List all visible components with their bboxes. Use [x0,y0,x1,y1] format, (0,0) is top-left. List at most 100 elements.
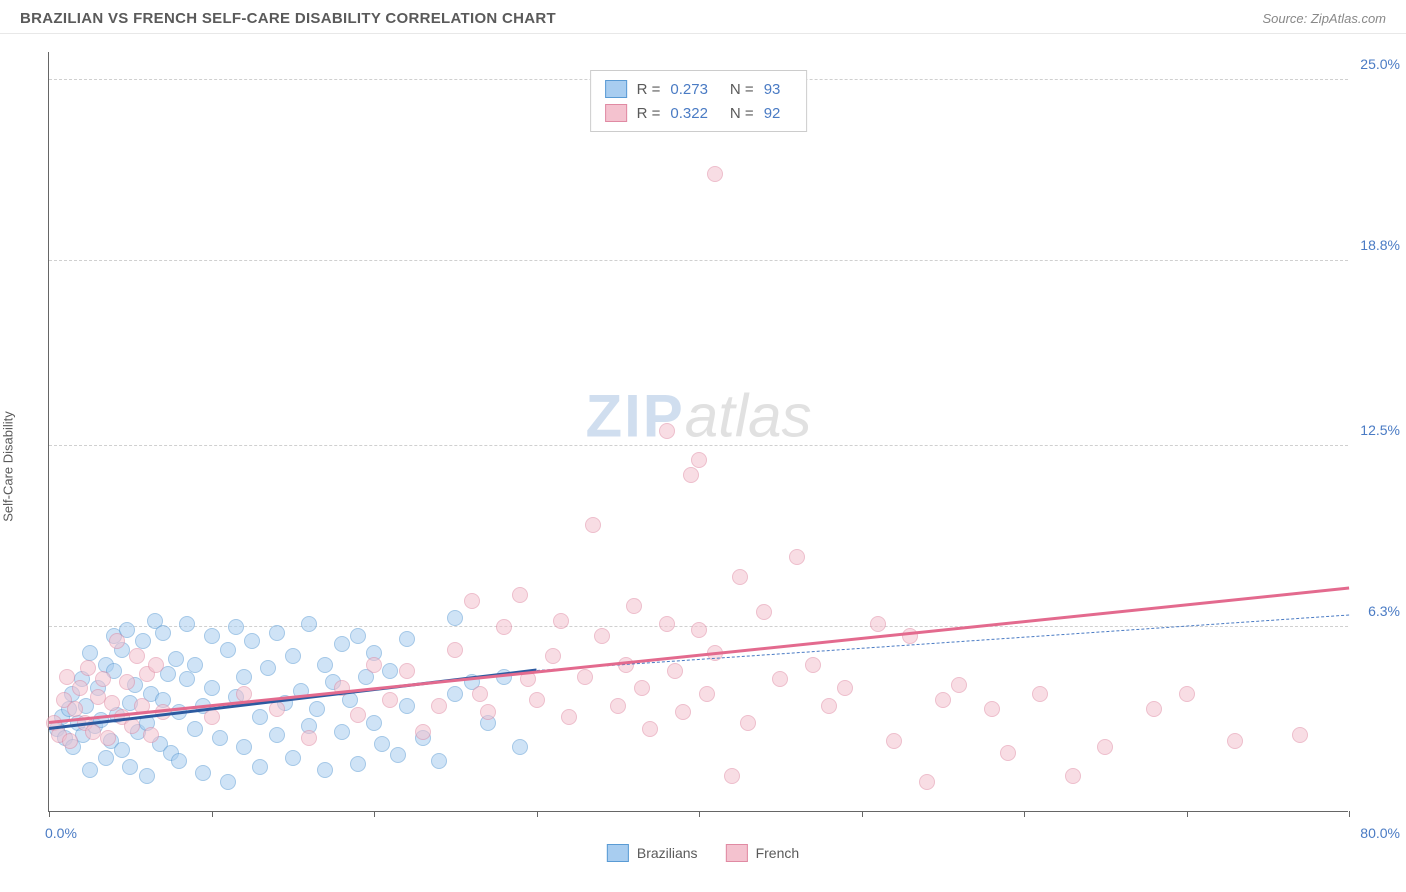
scatter-point-french [269,701,285,717]
scatter-point-brazilians [399,631,415,647]
scatter-point-french [724,768,740,784]
plot-area: ZIPatlas R =0.273N =93R =0.322N =92 0.0%… [48,52,1348,812]
scatter-point-french [1146,701,1162,717]
legend-series-item: French [726,844,800,862]
scatter-point-french [886,733,902,749]
x-tick [49,811,50,817]
scatter-point-french [204,709,220,725]
scatter-point-brazilians [447,610,463,626]
scatter-point-french [399,663,415,679]
y-tick-label: 18.8% [1360,237,1400,253]
scatter-point-brazilians [390,747,406,763]
n-value: 92 [764,105,781,122]
scatter-point-french [59,669,75,685]
r-label: R = [637,81,661,98]
scatter-point-french [301,730,317,746]
scatter-point-brazilians [204,680,220,696]
gridline [49,445,1348,446]
scatter-point-french [90,689,106,705]
scatter-point-brazilians [252,709,268,725]
legend-stats-row: R =0.273N =93 [605,77,793,101]
scatter-point-brazilians [168,651,184,667]
scatter-point-french [577,669,593,685]
scatter-point-french [124,718,140,734]
scatter-point-brazilians [82,762,98,778]
scatter-point-brazilians [220,642,236,658]
scatter-point-french [382,692,398,708]
r-value: 0.273 [670,81,708,98]
x-tick [374,811,375,817]
x-tick [1024,811,1025,817]
r-value: 0.322 [670,105,708,122]
scatter-point-french [80,660,96,676]
scatter-point-brazilians [114,742,130,758]
legend-series-label: French [756,845,800,861]
scatter-point-french [1032,686,1048,702]
scatter-point-brazilians [350,756,366,772]
legend-series: Brazilians French [607,844,799,862]
x-tick [1349,811,1350,817]
x-tick [862,811,863,817]
legend-stats: R = 0.273 N = 93 R = 0.322 N = 92 [590,70,808,132]
scatter-point-french [480,704,496,720]
scatter-point-french [805,657,821,673]
watermark: ZIPatlas [585,382,811,451]
scatter-point-french [691,622,707,638]
scatter-point-brazilians [212,730,228,746]
scatter-point-french [561,709,577,725]
scatter-point-french [109,633,125,649]
scatter-point-brazilians [317,657,333,673]
scatter-point-brazilians [179,671,195,687]
scatter-point-french [67,701,83,717]
chart-container: Self-Care Disability ZIPatlas R =0.273N … [0,34,1406,884]
scatter-point-french [119,674,135,690]
x-tick [1187,811,1188,817]
scatter-point-brazilians [122,759,138,775]
legend-series-item: Brazilians [607,844,698,862]
scatter-point-brazilians [301,616,317,632]
scatter-point-french [512,587,528,603]
scatter-point-brazilians [269,625,285,641]
scatter-point-brazilians [285,750,301,766]
r-label: R = [637,105,661,122]
scatter-point-french [62,733,78,749]
scatter-point-french [675,704,691,720]
scatter-point-french [683,467,699,483]
scatter-point-brazilians [98,750,114,766]
scatter-point-brazilians [285,648,301,664]
scatter-point-french [366,657,382,673]
scatter-point-brazilians [187,657,203,673]
scatter-point-french [100,730,116,746]
scatter-point-brazilians [382,663,398,679]
n-label: N = [730,105,754,122]
scatter-point-french [821,698,837,714]
scatter-point-french [447,642,463,658]
scatter-point-french [634,680,650,696]
scatter-point-brazilians [204,628,220,644]
scatter-point-french [1097,739,1113,755]
scatter-point-french [496,619,512,635]
scatter-point-french [870,616,886,632]
legend-stats-row: R = 0.322 N = 92 [605,101,793,125]
scatter-point-brazilians [155,625,171,641]
scatter-point-brazilians [334,724,350,740]
source-attribution: Source: ZipAtlas.com [1262,11,1386,26]
scatter-point-brazilians [135,633,151,649]
scatter-point-french [85,724,101,740]
x-tick [699,811,700,817]
scatter-point-french [740,715,756,731]
scatter-point-french [129,648,145,664]
scatter-point-brazilians [220,774,236,790]
scatter-point-brazilians [82,645,98,661]
scatter-point-brazilians [334,636,350,652]
scatter-point-brazilians [236,669,252,685]
scatter-point-french [594,628,610,644]
scatter-point-brazilians [366,715,382,731]
scatter-point-french [104,695,120,711]
scatter-point-brazilians [431,753,447,769]
scatter-point-french [691,452,707,468]
n-value: 93 [764,81,781,98]
scatter-point-brazilians [244,633,260,649]
x-tick [537,811,538,817]
scatter-point-brazilians [309,701,325,717]
